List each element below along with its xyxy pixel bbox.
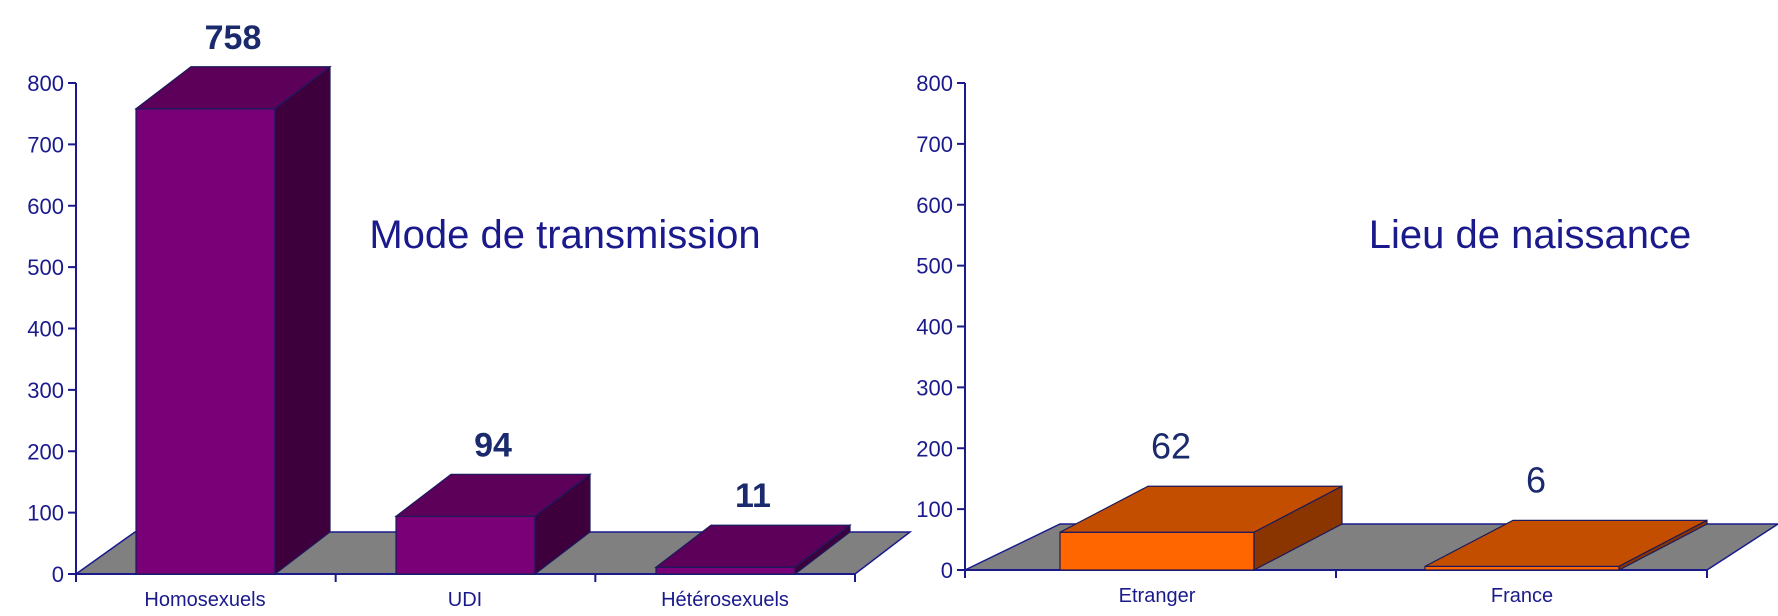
data-label: 6 [1526,459,1546,500]
x-tick-label: Etranger [1119,585,1196,607]
y-tick-label: 200 [916,436,953,461]
y-tick-label: 600 [27,194,64,219]
chart-mode-de-transmission: 0 100 200 300 400 500 600 700 800 758 94 11 Homosex… [27,19,913,611]
bar-front [395,515,536,575]
y-tick-label: 300 [27,378,64,403]
y-tick-label: 400 [27,317,64,342]
y-tick-label: 800 [27,71,64,96]
y-tick-label: 500 [916,254,953,279]
x-tick-label: UDI [448,589,482,611]
y-tick-label: 0 [941,558,953,583]
chart-title: Mode de transmission [369,213,760,257]
y-tick-label: 0 [52,562,64,587]
x-tick-label: Hétérosexuels [661,589,789,611]
data-label: 11 [735,477,771,515]
data-label: 758 [205,19,262,57]
y-tick-label: 800 [916,71,953,96]
bar-front [1059,531,1255,571]
data-label: 62 [1151,425,1191,466]
bar-side [794,524,851,576]
bar [1059,485,1343,571]
bar [394,473,592,576]
bar-front [655,566,796,575]
x-tick-label: France [1491,585,1553,607]
bar [654,524,852,576]
x-tick-label: Homosexuels [144,589,265,611]
bar-side [1253,485,1343,571]
y-tick-label: 300 [916,375,953,400]
y-tick-label: 500 [27,255,64,280]
y-tick-label: 700 [27,132,64,157]
chart-title: Lieu de naissance [1369,213,1691,257]
data-label: 94 [474,426,512,464]
bar [134,65,332,576]
bar-side [274,65,331,576]
bar-side [1618,519,1708,571]
y-tick-label: 600 [916,193,953,218]
bar-front [135,108,276,575]
y-tick-label: 100 [27,501,64,526]
y-tick-label: 700 [916,132,953,157]
y-tick-label: 200 [27,439,64,464]
chart-lieu-de-naissance: 0 100 200 300 400 500 600 700 800 62 6 Etranger Fra… [916,71,1778,607]
y-tick-label: 100 [916,497,953,522]
bar-side [534,473,591,576]
y-tick-label: 400 [916,315,953,340]
bar [1424,519,1708,571]
